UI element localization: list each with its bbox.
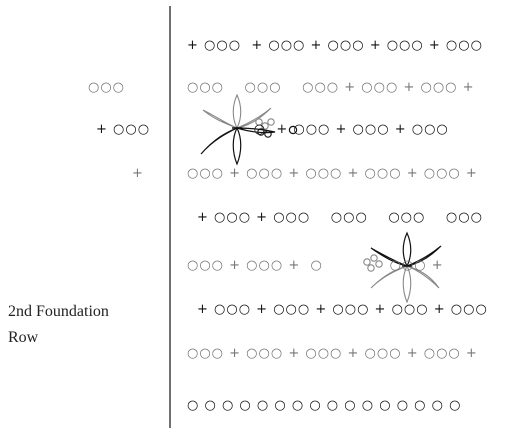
bead <box>367 264 375 272</box>
bead <box>370 254 378 262</box>
petal <box>370 247 408 267</box>
left-symbol-1: ○○○ <box>88 80 126 95</box>
petal <box>236 127 276 134</box>
bead <box>255 118 263 126</box>
pattern-row-8: ○○○ + ○○○ + ○○○ + ○○○ + ○○○ + <box>187 346 478 361</box>
petal <box>370 265 408 289</box>
pattern-row-2: ○○○ ○○○ ○○○ + ○○○ + ○○○ + <box>187 80 475 95</box>
petal <box>236 107 272 129</box>
petal <box>406 245 442 267</box>
foundation-row-label-line1: 2nd Foundation <box>8 303 109 320</box>
bead <box>288 125 298 135</box>
petal <box>406 265 440 289</box>
foundation-row-label-line2: Row <box>8 329 39 346</box>
bead <box>363 258 371 266</box>
bead <box>264 130 272 138</box>
petal <box>402 231 412 268</box>
petal <box>402 264 412 304</box>
pattern-row-9: ○ ○ ○ ○ ○ ○ ○ ○ ○ ○ ○ ○ ○ ○ ○ ○ <box>187 398 462 413</box>
petal <box>232 126 242 166</box>
bead <box>375 260 383 268</box>
flower-motif-1 <box>200 93 298 166</box>
petal <box>202 109 238 129</box>
pattern-row-6: ○○○ + ○○○ + ○ ○○○ + <box>187 258 444 273</box>
left-symbol-2: + ○○○ <box>96 122 151 137</box>
petal <box>200 127 238 155</box>
flower-motif-2 <box>363 231 442 304</box>
bead <box>267 118 275 126</box>
pattern-row-3: ○ + ○○○ + ○○○ + ○○○ <box>187 122 449 137</box>
left-symbol-3: + <box>132 166 144 181</box>
pattern-row-5: + ○○○ + ○○○ ○○○ ○○○ ○○○ <box>197 210 483 225</box>
bead <box>257 128 265 136</box>
petal <box>232 93 242 130</box>
pattern-row-7: + ○○○ + ○○○ + ○○○ + ○○○ + ○○○ <box>197 302 488 317</box>
pattern-row-4: ○○○ + ○○○ + ○○○ + ○○○ + ○○○ + <box>187 166 478 181</box>
pattern-row-1: + ○○○ + ○○○ + ○○○ + ○○○ + ○○○ <box>187 38 483 53</box>
bead <box>261 122 269 130</box>
